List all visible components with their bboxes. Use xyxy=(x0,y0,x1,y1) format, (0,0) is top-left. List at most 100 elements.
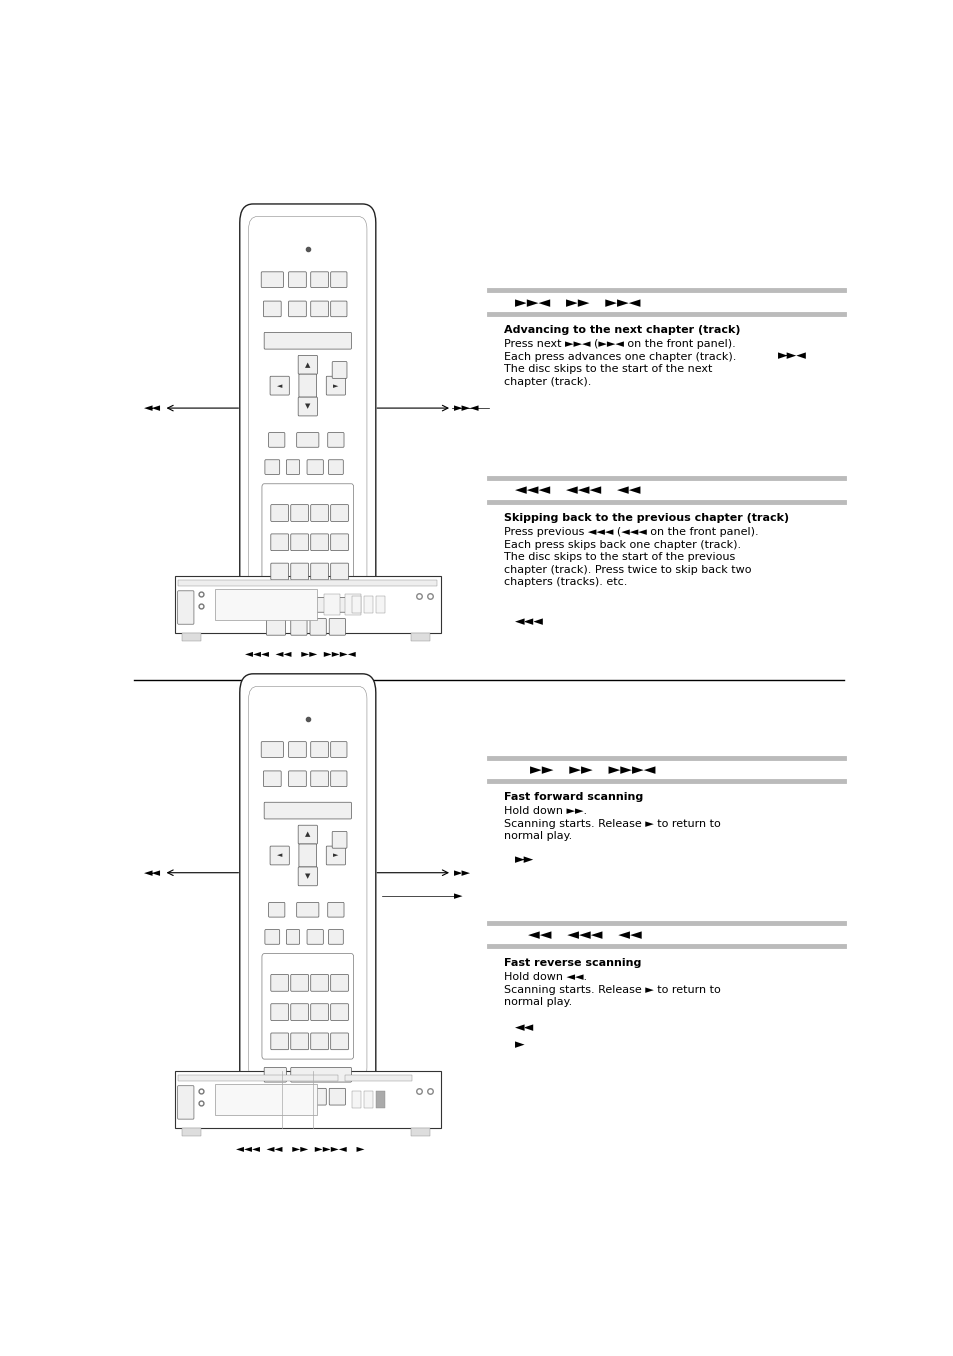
FancyBboxPatch shape xyxy=(291,504,308,521)
Bar xyxy=(344,594,360,614)
FancyBboxPatch shape xyxy=(331,504,348,521)
FancyBboxPatch shape xyxy=(291,563,308,580)
Bar xyxy=(324,594,340,614)
FancyBboxPatch shape xyxy=(270,376,289,395)
Bar xyxy=(215,589,316,620)
FancyBboxPatch shape xyxy=(271,1003,288,1021)
FancyBboxPatch shape xyxy=(286,460,299,475)
Text: ►: ► xyxy=(333,853,338,858)
FancyBboxPatch shape xyxy=(264,803,351,819)
FancyBboxPatch shape xyxy=(311,271,328,287)
FancyBboxPatch shape xyxy=(177,1086,193,1119)
FancyBboxPatch shape xyxy=(266,1089,285,1105)
Text: ►: ► xyxy=(333,382,338,389)
FancyBboxPatch shape xyxy=(265,460,279,475)
FancyBboxPatch shape xyxy=(331,1003,348,1021)
FancyBboxPatch shape xyxy=(326,376,345,395)
FancyBboxPatch shape xyxy=(264,1067,286,1082)
Bar xyxy=(352,597,360,613)
FancyBboxPatch shape xyxy=(291,534,308,551)
Bar xyxy=(375,597,384,613)
Text: Hold down ►►.: Hold down ►►. xyxy=(503,805,586,816)
Bar xyxy=(345,1075,412,1081)
FancyBboxPatch shape xyxy=(311,1003,328,1021)
Text: ◄: ◄ xyxy=(276,853,282,858)
FancyBboxPatch shape xyxy=(331,301,347,317)
FancyBboxPatch shape xyxy=(263,301,281,317)
Text: ►►: ►► xyxy=(454,868,471,877)
FancyBboxPatch shape xyxy=(291,975,308,991)
Text: ◄: ◄ xyxy=(276,382,282,389)
Text: ▲: ▲ xyxy=(305,831,310,838)
FancyBboxPatch shape xyxy=(298,826,317,843)
FancyBboxPatch shape xyxy=(291,598,351,612)
FancyBboxPatch shape xyxy=(331,742,347,758)
FancyBboxPatch shape xyxy=(271,975,288,991)
FancyBboxPatch shape xyxy=(271,563,288,580)
Text: ◄◄: ◄◄ xyxy=(144,403,161,414)
FancyBboxPatch shape xyxy=(332,831,347,849)
Text: Scanning starts. Release ► to return to: Scanning starts. Release ► to return to xyxy=(503,984,720,995)
Bar xyxy=(182,633,200,641)
FancyBboxPatch shape xyxy=(264,598,286,612)
Text: ►►   ►►   ►►►◄: ►► ►► ►►►◄ xyxy=(529,762,655,777)
FancyBboxPatch shape xyxy=(239,203,375,622)
FancyBboxPatch shape xyxy=(261,742,283,758)
FancyBboxPatch shape xyxy=(288,742,306,758)
Bar xyxy=(174,1071,440,1128)
FancyBboxPatch shape xyxy=(291,1089,307,1105)
Text: ►: ► xyxy=(454,891,462,900)
FancyBboxPatch shape xyxy=(298,843,316,866)
Text: Each press skips back one chapter (track).: Each press skips back one chapter (track… xyxy=(503,540,740,551)
Text: ►►◄: ►►◄ xyxy=(454,403,479,414)
FancyBboxPatch shape xyxy=(298,374,316,397)
Text: normal play.: normal play. xyxy=(503,831,572,841)
FancyBboxPatch shape xyxy=(331,563,348,580)
FancyBboxPatch shape xyxy=(311,772,328,786)
FancyBboxPatch shape xyxy=(307,460,323,475)
FancyBboxPatch shape xyxy=(328,903,344,917)
FancyBboxPatch shape xyxy=(298,355,317,374)
FancyBboxPatch shape xyxy=(271,1033,288,1050)
Bar xyxy=(174,576,440,633)
Text: Fast reverse scanning: Fast reverse scanning xyxy=(503,957,640,968)
Text: ►►: ►► xyxy=(515,853,534,865)
Text: ►►◄   ►►   ►►◄: ►►◄ ►► ►►◄ xyxy=(515,296,639,311)
FancyBboxPatch shape xyxy=(288,772,306,786)
FancyBboxPatch shape xyxy=(291,618,307,635)
Text: Each press advances one chapter (track).: Each press advances one chapter (track). xyxy=(503,353,736,362)
Text: Hold down ◄◄.: Hold down ◄◄. xyxy=(503,972,586,982)
FancyBboxPatch shape xyxy=(331,1033,348,1050)
Bar xyxy=(364,597,373,613)
FancyBboxPatch shape xyxy=(311,534,328,551)
FancyBboxPatch shape xyxy=(307,930,323,944)
FancyBboxPatch shape xyxy=(270,846,289,865)
FancyBboxPatch shape xyxy=(310,618,326,635)
FancyBboxPatch shape xyxy=(329,618,345,635)
Text: ◄◄◄   ◄◄◄   ◄◄: ◄◄◄ ◄◄◄ ◄◄ xyxy=(515,481,639,498)
FancyBboxPatch shape xyxy=(288,271,306,287)
FancyBboxPatch shape xyxy=(311,563,328,580)
Bar xyxy=(411,1128,430,1136)
FancyBboxPatch shape xyxy=(261,271,283,287)
FancyBboxPatch shape xyxy=(311,301,328,317)
Bar xyxy=(375,1092,384,1108)
Bar xyxy=(182,1128,200,1136)
Bar xyxy=(411,633,430,641)
FancyBboxPatch shape xyxy=(329,1089,345,1105)
Text: ◄◄: ◄◄ xyxy=(144,868,161,877)
FancyBboxPatch shape xyxy=(331,271,347,287)
FancyBboxPatch shape xyxy=(328,930,343,944)
Text: Advancing to the next chapter (track): Advancing to the next chapter (track) xyxy=(503,325,740,335)
FancyBboxPatch shape xyxy=(239,674,375,1093)
Text: Press next ►►◄ (►►◄ on the front panel).: Press next ►►◄ (►►◄ on the front panel). xyxy=(503,339,735,350)
FancyBboxPatch shape xyxy=(328,433,344,447)
FancyBboxPatch shape xyxy=(331,772,347,786)
Text: chapter (track). Press twice to skip back two: chapter (track). Press twice to skip bac… xyxy=(503,565,750,575)
FancyBboxPatch shape xyxy=(288,301,306,317)
Text: The disc skips to the start of the previous: The disc skips to the start of the previ… xyxy=(503,552,734,563)
Text: Skipping back to the previous chapter (track): Skipping back to the previous chapter (t… xyxy=(503,513,788,522)
FancyBboxPatch shape xyxy=(266,618,285,635)
Text: Fast forward scanning: Fast forward scanning xyxy=(503,792,642,801)
FancyBboxPatch shape xyxy=(331,975,348,991)
